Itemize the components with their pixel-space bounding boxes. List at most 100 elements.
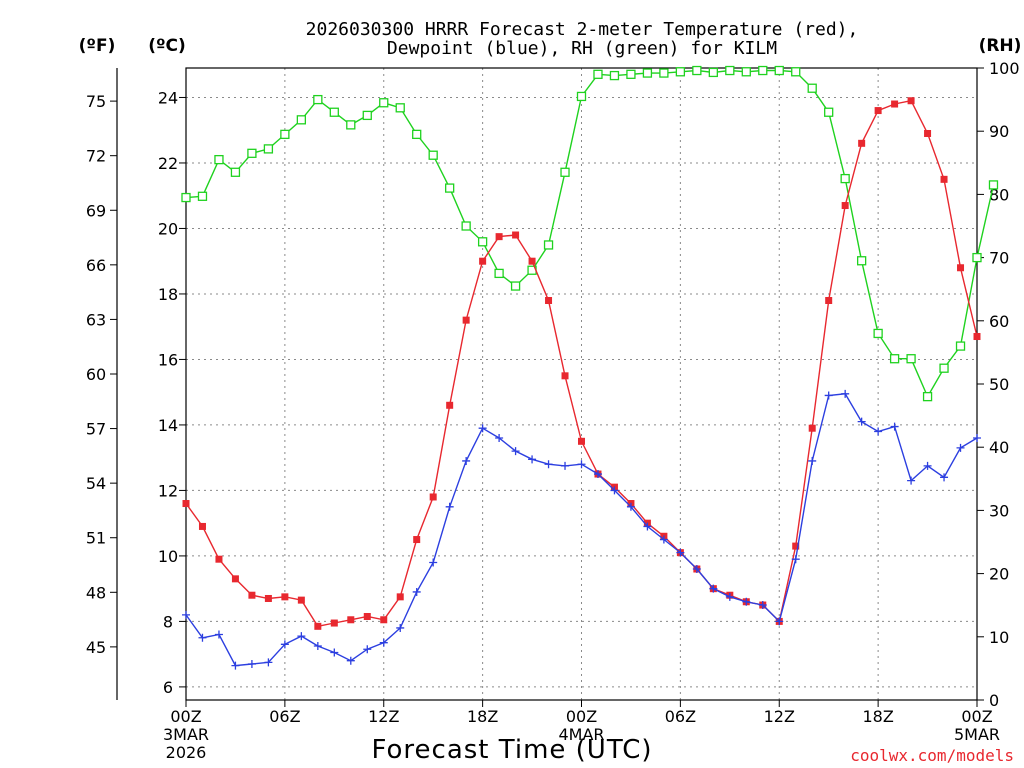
rh-point <box>560 167 570 177</box>
rh-point <box>362 110 372 121</box>
dewpoint-point <box>874 427 883 436</box>
celsius-tick-label: 14 <box>158 416 178 435</box>
rh-point <box>873 328 883 339</box>
celsius-tick-label: 22 <box>158 154 178 173</box>
dewpoint-point <box>659 535 668 544</box>
temperature-point <box>429 493 437 501</box>
rh-point <box>708 67 718 78</box>
rh-point <box>922 391 933 402</box>
rh-tick-label: 70 <box>989 249 1009 268</box>
dewpoint-point <box>297 632 306 641</box>
fahrenheit-tick-label: 75 <box>86 92 106 111</box>
temperature-point <box>347 616 355 624</box>
dewpoint-point <box>346 656 355 665</box>
fahrenheit-tick-label: 57 <box>86 420 106 439</box>
dewpoint-point <box>626 502 635 511</box>
fahrenheit-tick-label: 66 <box>86 256 106 275</box>
celsius-tick-label: 24 <box>158 88 178 107</box>
dewpoint-point <box>214 630 223 639</box>
x-tick-label: 12Z <box>368 707 399 726</box>
celsius-tick-label: 6 <box>163 678 173 697</box>
fahrenheit-tick-label: 51 <box>86 529 106 548</box>
dewpoint-point <box>610 486 619 495</box>
dewpoint-point <box>775 617 784 626</box>
chart-title-line2: Dewpoint (blue), RH (green) for KILM <box>387 38 777 59</box>
temperature-point <box>561 372 569 380</box>
temperature-point <box>973 333 981 341</box>
dewpoint-point <box>280 640 289 649</box>
celsius-tick-label: 16 <box>158 350 178 369</box>
dewpoint-point <box>247 659 256 668</box>
fahrenheit-tick-label: 63 <box>86 310 106 329</box>
rh-point <box>824 107 834 117</box>
celsius-tick-label: 10 <box>158 547 178 566</box>
rh-point <box>741 67 751 77</box>
fahrenheit-tick-label: 72 <box>86 147 106 166</box>
rh-point <box>889 354 900 364</box>
fahrenheit-tick-label: 69 <box>86 201 106 220</box>
rh-tick-label: 60 <box>989 312 1009 331</box>
temperature-point <box>808 424 816 432</box>
rh-point <box>659 68 669 78</box>
temperature-point <box>380 616 388 624</box>
rh-point <box>856 256 867 266</box>
temperature-point <box>907 97 915 105</box>
rh-point <box>642 68 653 78</box>
x-tick-label: 00Z <box>170 707 201 726</box>
dewpoint-point <box>544 460 553 469</box>
celsius-tick-label: 8 <box>163 612 173 631</box>
rh-point <box>972 252 982 263</box>
rh-point <box>791 67 801 77</box>
dewpoint-point <box>330 648 339 657</box>
dewpoint-point <box>445 502 454 511</box>
celsius-tick-label: 20 <box>158 219 178 238</box>
dewpoint-point <box>692 565 701 574</box>
fahrenheit-tick-label: 45 <box>86 638 106 657</box>
dewpoint-point <box>528 455 537 464</box>
dewpoint-point <box>907 476 916 485</box>
temperature-point <box>182 500 190 508</box>
temperature-point <box>231 575 239 583</box>
rh-point <box>725 65 735 76</box>
celsius-unit-label: (ºC) <box>148 36 186 56</box>
temperature-point <box>446 401 454 409</box>
temperature-point <box>874 107 882 115</box>
labels: 2026030300 HRRR Forecast 2-meter Tempera… <box>79 19 1022 765</box>
rh-point <box>758 65 768 76</box>
x-tick-date-label: 4MAR <box>558 725 604 744</box>
series-line-2 <box>185 69 995 399</box>
rh-point <box>296 115 307 125</box>
dewpoint-point <box>495 434 504 443</box>
temperature-point <box>578 437 585 445</box>
temperature-point <box>858 139 866 147</box>
temperature-point <box>825 296 833 304</box>
temperature-point <box>396 593 404 601</box>
temperature-point <box>792 542 800 550</box>
temperature-point <box>215 555 223 563</box>
rh-point <box>230 167 241 177</box>
dewpoint-point <box>791 555 800 564</box>
series-layer <box>181 65 999 670</box>
x-tick-label: 18Z <box>467 707 498 726</box>
dewpoint-point <box>462 456 471 465</box>
dewpoint-point <box>396 623 405 632</box>
rh-point <box>445 183 455 193</box>
temperature-point <box>528 257 536 265</box>
x-tick-label: 06Z <box>269 707 300 726</box>
dewpoint-point <box>412 587 421 596</box>
rh-point <box>955 341 966 351</box>
rh-tick-label: 0 <box>989 691 999 710</box>
rh-point <box>675 67 686 77</box>
credit-text: coolwx.com/models <box>850 746 1014 765</box>
rh-point <box>346 120 356 130</box>
dewpoint-point <box>379 638 388 647</box>
dewpoint-point <box>313 641 322 650</box>
dewpoint-point <box>923 461 932 470</box>
x-tick-label: 00Z <box>566 707 597 726</box>
temperature-point <box>314 622 322 630</box>
fahrenheit-tick-label: 54 <box>86 474 106 493</box>
rh-tick-label: 10 <box>989 628 1009 647</box>
dewpoint-point <box>593 470 602 479</box>
temperature-point <box>891 100 899 108</box>
